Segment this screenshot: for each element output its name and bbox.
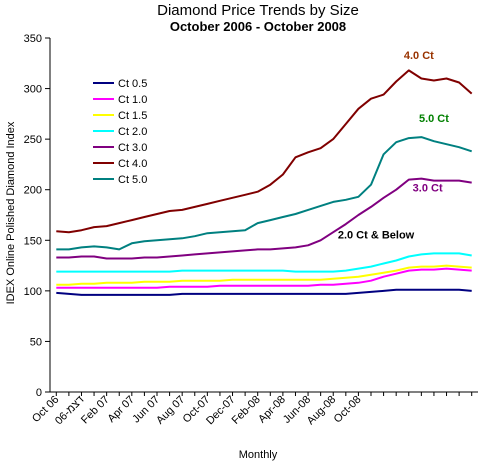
legend-label: Ct 1.5 — [118, 110, 147, 122]
x-tick-label: Feb 07 — [79, 394, 112, 427]
legend-label: Ct 2.0 — [118, 126, 147, 138]
x-tick-label: 06-דצמ — [53, 394, 87, 428]
series-lines — [56, 69, 473, 296]
chart-subtitle: October 2006 - October 2008 — [170, 19, 346, 34]
legend-label: Ct 3.0 — [118, 142, 147, 154]
series-line-ct-1-5 — [56, 264, 472, 286]
series-line-ct-0-5 — [56, 288, 472, 296]
x-tick-label: Oct-08 — [332, 394, 364, 426]
legend-label: Ct 1.0 — [118, 94, 147, 106]
x-axis-title: Monthly — [239, 449, 278, 461]
x-tick-label: Aug-08 — [305, 394, 339, 428]
y-ticks: 0 50 100 150 200 250 300 350 — [24, 33, 50, 399]
y-tick-label: 150 — [24, 235, 42, 247]
annotation-label: 5.0 Ct — [419, 113, 449, 125]
y-tick-label: 300 — [24, 84, 42, 96]
series-line-ct-2-0 — [56, 252, 472, 273]
legend: Ct 0.5 Ct 1.0 Ct 1.5 Ct 2.0 Ct 3.0 Ct 4.0 Ct 5… — [93, 78, 147, 186]
legend-label: Ct 0.5 — [118, 78, 147, 90]
y-tick-label: 200 — [24, 185, 42, 197]
y-tick-label: 250 — [24, 134, 42, 146]
y-tick-label: 100 — [24, 286, 42, 298]
series-line-ct-3-0 — [56, 177, 472, 260]
y-tick-label: 0 — [36, 387, 42, 399]
annotations: 4.0 Ct 5.0 Ct 3.0 Ct 2.0 Ct & Below — [338, 50, 449, 241]
y-tick-label: 50 — [30, 336, 42, 348]
y-axis-title: IDEX Online Polished Diamond Index — [5, 121, 17, 304]
series-line-ct-5-0 — [56, 136, 473, 251]
chart-title: Diamond Price Trends by Size — [157, 2, 359, 19]
legend-label: Ct 4.0 — [118, 158, 147, 170]
annotation-label: 4.0 Ct — [404, 50, 434, 62]
legend-label: Ct 5.0 — [118, 174, 147, 186]
annotation-label: 3.0 Ct — [413, 183, 443, 195]
annotation-label: 2.0 Ct & Below — [338, 229, 415, 241]
y-tick-label: 350 — [24, 33, 42, 45]
series-line-ct-4-0 — [56, 69, 473, 234]
x-tick-label: Feb-08 — [230, 394, 263, 427]
x-tick-label: Aug 07 — [154, 394, 187, 427]
series-line-ct-1-0 — [56, 267, 472, 289]
